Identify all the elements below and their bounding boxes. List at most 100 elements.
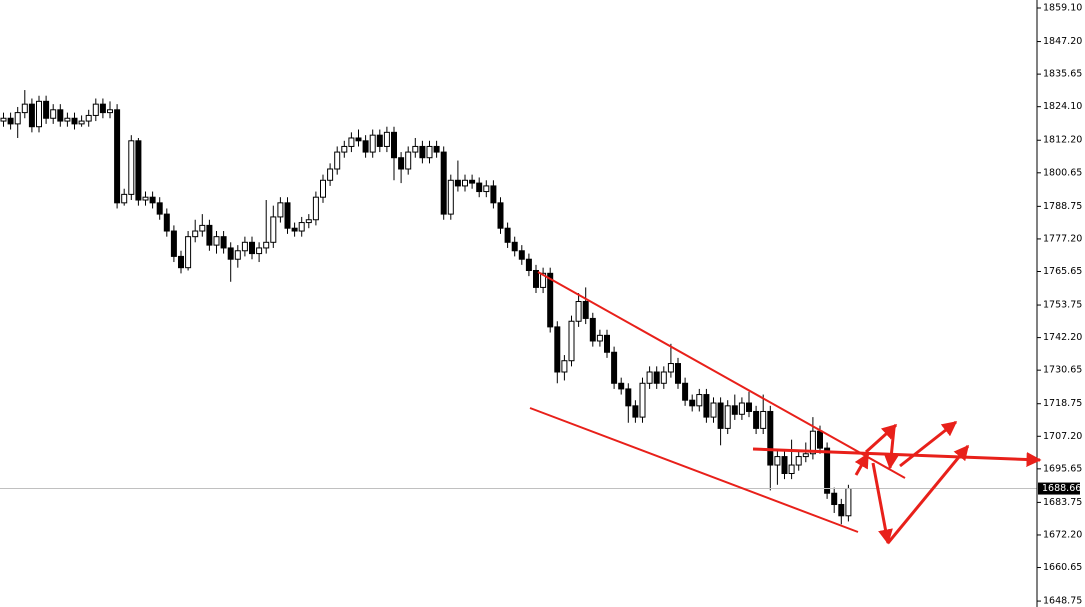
candle-body — [241, 241, 248, 252]
candle-body — [85, 114, 92, 122]
arrow — [883, 427, 899, 470]
candle-body — [611, 351, 618, 384]
candle-body — [675, 363, 681, 384]
candle-body — [7, 117, 14, 125]
y-tick-label: 1847.20 — [1043, 36, 1082, 47]
candle-body — [753, 410, 760, 429]
candle-body — [163, 213, 170, 232]
candle-body — [689, 399, 696, 407]
candle-body — [696, 394, 703, 407]
y-tick-label: 1707.20 — [1043, 431, 1082, 442]
candle-body — [149, 196, 156, 204]
candle-body — [746, 402, 752, 412]
candle-body — [447, 179, 454, 215]
candle-body — [625, 388, 632, 407]
candle-body — [454, 179, 461, 187]
candle-body — [348, 137, 355, 147]
trend-line — [529, 407, 859, 533]
y-tick-label: 1777.20 — [1043, 233, 1082, 244]
candle-body — [575, 301, 582, 322]
arrow — [871, 462, 893, 545]
candle-body — [376, 134, 383, 147]
candle-body — [249, 241, 255, 255]
candle-body — [355, 137, 362, 142]
candle-body — [206, 224, 213, 246]
candle-body — [703, 394, 710, 418]
candle-body — [426, 145, 433, 159]
candle-body — [653, 371, 660, 384]
y-tick-label: 1859.10 — [1043, 3, 1082, 14]
y-tick-label: 1730.65 — [1043, 365, 1082, 376]
candle-body — [845, 488, 852, 517]
candle-body — [639, 382, 646, 418]
y-tick-label: 1824.10 — [1043, 101, 1082, 112]
candle-body — [817, 430, 823, 449]
candle-body — [156, 202, 163, 215]
candle-body — [383, 131, 390, 147]
candle-body — [135, 140, 142, 201]
candle-body — [682, 382, 689, 401]
y-tick-label: 1695.65 — [1043, 463, 1082, 474]
candle-body — [57, 109, 64, 122]
y-tick-label: 1800.65 — [1043, 167, 1082, 178]
candle-body — [263, 241, 270, 249]
candle-body — [121, 193, 128, 204]
candle-body — [774, 456, 781, 466]
candle-body — [71, 117, 78, 125]
y-tick-label: 1648.75 — [1043, 596, 1082, 607]
candle-body — [433, 145, 440, 153]
candle-body — [824, 447, 831, 494]
price-label: 1688.66 — [1042, 483, 1081, 494]
candle-body — [632, 405, 639, 418]
candle-body — [596, 334, 603, 342]
candle-body — [362, 140, 369, 153]
candle-body — [767, 410, 774, 466]
candle-body — [540, 272, 547, 288]
candle-body — [717, 402, 724, 429]
candle-body — [43, 100, 50, 119]
candle-body — [525, 258, 532, 271]
candle-body — [483, 185, 490, 193]
candle-body — [0, 117, 7, 122]
price-label-box — [1038, 482, 1080, 495]
candle-body — [391, 131, 397, 159]
candle-body — [667, 363, 674, 373]
candle-body — [738, 402, 745, 415]
candle-body — [28, 103, 35, 128]
candle-body — [618, 382, 625, 390]
candle-body — [220, 236, 227, 249]
candle-body — [327, 168, 334, 181]
candle-body — [36, 100, 42, 128]
candle-body — [781, 456, 788, 474]
candle-body — [92, 103, 99, 116]
arrow — [899, 420, 958, 468]
candle-body — [320, 179, 326, 198]
candle-body — [192, 230, 199, 238]
candle-body — [710, 402, 717, 418]
candle-body — [107, 109, 113, 114]
candle-body — [256, 247, 263, 255]
candle-body — [178, 255, 184, 269]
candle-body — [284, 202, 291, 229]
candle-body — [128, 140, 135, 195]
candle-body — [809, 430, 816, 455]
candle-body — [419, 145, 426, 159]
candle-body — [646, 371, 653, 384]
y-tick-label: 1742.20 — [1043, 332, 1082, 343]
candle-body — [518, 250, 525, 260]
candle-body — [504, 227, 511, 243]
candle-body — [227, 247, 234, 260]
y-tick-label: 1718.75 — [1043, 398, 1082, 409]
candle-body — [312, 196, 319, 221]
candle-body — [64, 117, 71, 122]
candle-body — [185, 236, 192, 269]
annotations — [529, 271, 1042, 545]
candle-body — [305, 219, 312, 224]
candle-body — [412, 145, 419, 153]
candle-body — [142, 196, 149, 201]
candle-body — [213, 236, 220, 246]
y-tick-label: 1683.75 — [1043, 497, 1082, 508]
arrow — [854, 452, 870, 476]
